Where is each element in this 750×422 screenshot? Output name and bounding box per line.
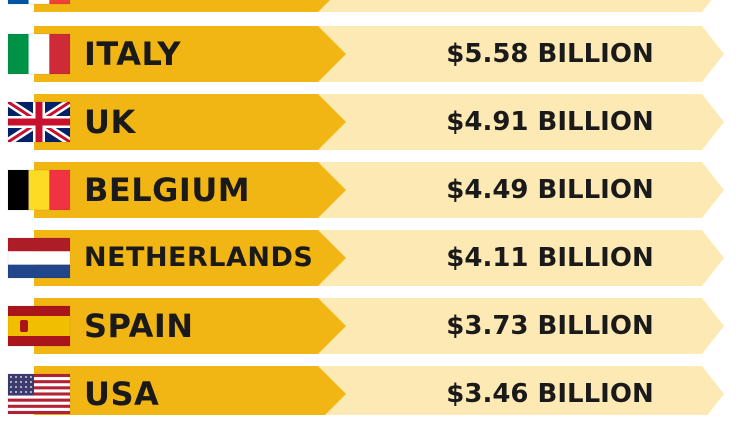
value-band [300, 298, 724, 354]
value-band [300, 94, 724, 150]
label-band [34, 94, 346, 150]
label-band [34, 162, 346, 218]
row-spain [7, 298, 724, 354]
belgium-flag-icon [7, 169, 71, 211]
value-label: $4.49 BILLION [446, 175, 654, 205]
country-label: BELGIUM [84, 171, 251, 209]
value-band [300, 26, 724, 82]
value-band [300, 0, 712, 12]
label-band [34, 0, 330, 12]
uk-flag-icon [7, 101, 71, 143]
label-band [34, 366, 346, 415]
row-usa [7, 366, 724, 415]
spain-flag-icon [7, 305, 71, 347]
value-label: $4.11 BILLION [446, 243, 654, 273]
value-label: $5.58 BILLION [446, 39, 654, 69]
france-flag-icon [7, 0, 71, 5]
country-label: USA [84, 375, 160, 413]
label-band [34, 298, 346, 354]
value-label: $3.46 BILLION [446, 379, 654, 409]
value-band [300, 230, 724, 286]
row-belgium [7, 162, 724, 218]
value-band [300, 366, 724, 415]
value-band [300, 162, 724, 218]
row-netherlands [7, 230, 724, 286]
country-label: UK [84, 103, 136, 141]
netherlands-flag-icon [7, 237, 71, 279]
italy-flag-icon [7, 33, 71, 75]
usa-flag-icon [7, 373, 71, 415]
label-band [34, 26, 346, 82]
country-label: ITALY [84, 35, 182, 73]
country-label: NETHERLANDS [84, 242, 314, 273]
row-italy [7, 26, 724, 82]
value-label: $3.73 BILLION [446, 311, 654, 341]
row-partial [7, 0, 712, 12]
value-label: $4.91 BILLION [446, 107, 654, 137]
country-label: SPAIN [84, 307, 194, 345]
row-uk [7, 94, 724, 150]
label-band [34, 230, 346, 286]
